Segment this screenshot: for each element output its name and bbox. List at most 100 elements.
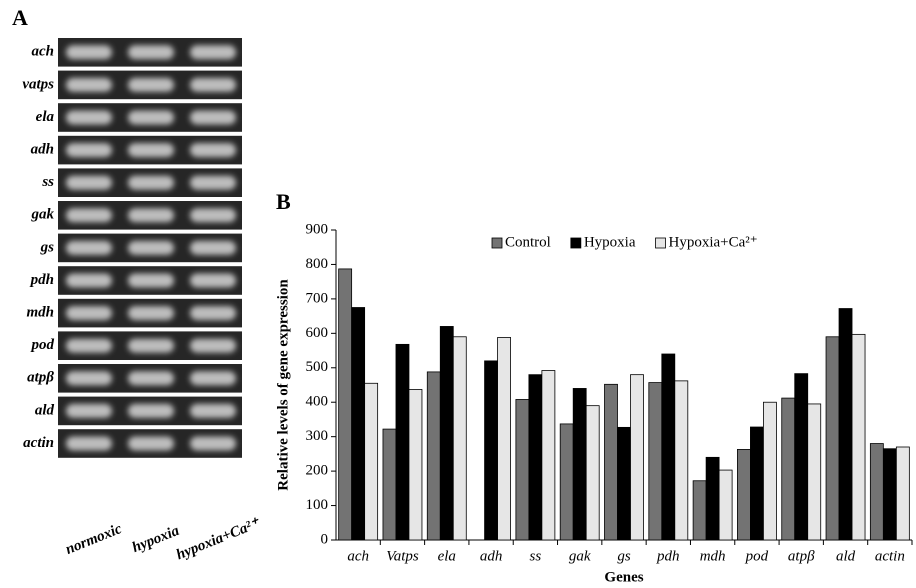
gene-label: ach [32,44,55,60]
lane-label: hypoxia+Ca²⁺ [174,515,263,563]
gel-band [128,77,174,92]
gel-band [190,371,236,386]
y-tick-label: 600 [306,325,329,341]
bar [408,389,423,541]
legend-swatch [570,237,582,249]
gel-band [66,175,112,190]
gel-band [190,77,236,92]
bar [661,353,676,541]
gene-label: pod [30,337,55,353]
bar [338,268,353,541]
gel-band [128,45,174,60]
y-tick-label: 400 [306,394,329,410]
bar [364,382,379,541]
bar [807,403,822,541]
gene-label: ela [36,109,55,125]
panel-label: A [12,5,28,30]
y-tick-label: 700 [306,290,329,306]
gel-band [128,403,174,418]
gel-band [128,240,174,255]
gene-label: pdh [29,272,54,288]
x-tick-label: ach [347,548,369,564]
x-tick-label: adh [480,548,503,564]
x-tick-label: pdh [656,548,680,564]
gel-band [190,45,236,60]
bar [718,469,733,541]
gel-band [66,45,112,60]
gel-band [190,273,236,288]
bar [439,326,454,541]
gel-band [66,403,112,418]
gel-band [66,338,112,353]
gel-band [66,273,112,288]
x-tick-label: mdh [700,548,726,564]
gene-label: ss [41,174,54,190]
y-tick-label: 900 [306,221,329,237]
gene-label: gs [40,239,55,255]
bar [572,388,587,541]
bar [395,343,410,541]
y-tick-label: 100 [306,497,329,513]
gel-band [128,110,174,125]
bar [426,371,441,541]
gel-band [190,208,236,223]
bar [869,443,884,541]
panel-label: B [276,189,291,214]
legend-swatch [491,237,503,249]
gel-band [128,436,174,451]
bar [674,380,689,541]
gel-band [66,143,112,158]
gene-label: gak [31,207,55,223]
bar [692,480,707,541]
x-axis-label: Genes [604,569,643,585]
bar [585,405,600,541]
x-tick-label: atpβ [788,548,815,564]
gel-band [190,338,236,353]
gel-panel: ach vatps ela adh ss gak gs pdh mdh pod atpβ ald act… [22,38,263,563]
gene-label: adh [31,142,54,158]
bar [382,428,397,541]
gel-band [128,208,174,223]
gene-label: vatps [22,76,54,92]
bar [794,373,809,541]
gel-band [66,436,112,451]
x-tick-label: pod [745,548,769,564]
bar [705,456,720,541]
y-tick-label: 200 [306,463,329,479]
bar [895,446,910,541]
bar [763,401,777,541]
bar [528,374,543,541]
gel-band [190,240,236,255]
y-tick-label: 800 [306,256,329,272]
gel-band [128,306,174,321]
gel-band [66,208,112,223]
gel-band [128,371,174,386]
x-tick-label: gs [617,548,631,564]
bar [515,399,530,541]
y-tick-label: 0 [321,531,329,547]
gel-band [190,436,236,451]
bar [452,336,467,541]
gel-band [190,110,236,125]
x-tick-label: ss [530,548,542,564]
gel-band [190,175,236,190]
gel-band [128,273,174,288]
x-tick-label: Vatps [386,548,419,564]
gel-band [128,175,174,190]
gel-band [66,77,112,92]
legend-label: Control [505,234,551,250]
bar [497,337,511,541]
bar [630,374,644,541]
bar [351,307,366,541]
bar [604,383,618,541]
gene-label: atpβ [27,370,54,386]
x-tick-label: actin [875,548,905,564]
bar [541,370,556,541]
lane-label: normoxic [63,521,124,558]
y-tick-label: 300 [306,428,329,444]
bar [559,423,574,541]
gene-label: mdh [26,305,54,321]
gel-band [128,143,174,158]
gel-band [66,306,112,321]
